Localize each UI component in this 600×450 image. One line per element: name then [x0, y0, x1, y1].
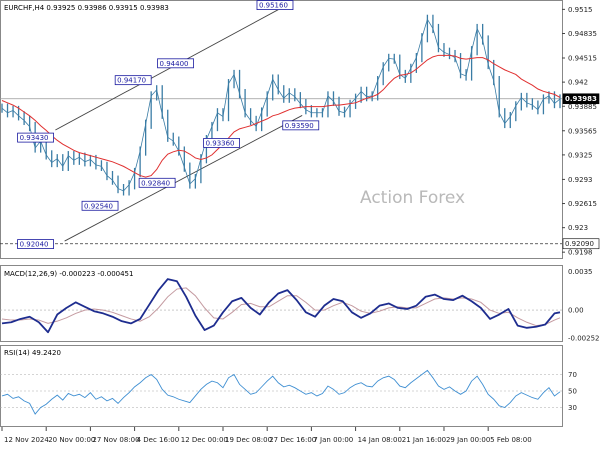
watermark: Action Forex — [360, 188, 465, 208]
level-label-box — [114, 75, 152, 86]
level-label-box — [81, 200, 119, 211]
time-tick-label: 27 Dec 16:00 — [269, 436, 316, 444]
time-tick-label: 14 Jan 08:00 — [358, 436, 402, 444]
channel-line — [64, 115, 303, 242]
level-label-box — [282, 120, 320, 131]
level-label: 0.92840 — [141, 179, 170, 187]
rsi-line — [1, 369, 561, 415]
rsi-tick-label: 50 — [568, 388, 577, 396]
rsi-header: RSI(14) 49.2420 — [4, 349, 61, 357]
time-tick-label: 20 Nov 00:00 — [48, 436, 95, 444]
price-axis: 0.9515 0.94835 0.94515 0.942 0.93885 0.93565 0… — [562, 6, 600, 257]
macd-tick-label: 0.0035 — [568, 268, 593, 276]
level-label-box — [157, 58, 194, 69]
price-tick-label: 0.942 — [568, 79, 588, 87]
rsi-plot — [0, 369, 562, 415]
price-tick-label: 0.94835 — [568, 30, 597, 38]
time-tick-label: 12 Nov 2024 — [4, 436, 49, 444]
axis-price-tag-label: 0.93983 — [565, 95, 597, 103]
macd-tick-label: -0.002521 — [568, 335, 600, 343]
time-tick-label: 4 Dec 16:00 — [137, 436, 180, 444]
level-label: 0.93590 — [285, 122, 314, 130]
time-tick-label: 27 Nov 08:00 — [92, 436, 139, 444]
price-panel — [0, 0, 563, 259]
time-tick-label: 7 Jan 00:00 — [313, 436, 353, 444]
time-tick-label: 19 Dec 08:00 — [225, 436, 272, 444]
axis-price-tag — [562, 93, 600, 105]
macd-line — [1, 278, 561, 334]
rsi-tick-label: 70 — [568, 371, 577, 379]
channel-line — [55, 6, 284, 131]
time-tick-label: 12 Dec 00:00 — [181, 436, 228, 444]
level-label: 0.92540 — [84, 202, 113, 210]
price-tick-label: 0.923 — [568, 224, 588, 232]
macd-plot — [0, 278, 562, 334]
level-label: 0.95160 — [259, 2, 288, 10]
rsi-axis: 70 50 30 — [568, 371, 577, 412]
price-tick-label: 0.94515 — [568, 55, 597, 63]
price-header: EURCHF,H4 0.93925 0.93986 0.93915 0.9398… — [4, 4, 169, 12]
level-label-box — [203, 138, 240, 148]
level-label: 0.94170 — [117, 77, 146, 85]
price-tick-label: 0.92615 — [568, 200, 597, 208]
price-tick-label: 0.9198 — [568, 249, 593, 257]
price-tick-label: 0.9325 — [568, 151, 593, 159]
level-label: 0.92040 — [20, 241, 49, 249]
price-line — [1, 18, 561, 192]
macd-tick-label: 0.00 — [568, 307, 584, 315]
level-label: 0.93360 — [206, 139, 235, 147]
macd-panel — [0, 265, 563, 342]
macd-axis: 0.0035 0.00 -0.002521 — [568, 268, 600, 343]
price-tick-label: 0.93885 — [568, 103, 597, 111]
price-tick-label: 0.9293 — [568, 176, 593, 184]
time-tick-label: 21 Jan 16:00 — [402, 436, 446, 444]
time-tick-label: 29 Jan 00:00 — [446, 436, 490, 444]
level-label-box — [138, 177, 176, 188]
axis-price-tag — [562, 238, 600, 250]
price-tick-label: 0.93565 — [568, 127, 597, 135]
level-label: 0.94400 — [160, 60, 189, 68]
macd-header: MACD(12,26,9) -0.000223 -0.000451 — [4, 270, 133, 278]
price-grid — [0, 98, 562, 245]
rsi-panel — [0, 345, 563, 427]
price-plot: 0.93430 0.94170 0.94400 0.95160 0.92540 0.928… — [1, 0, 561, 249]
price-tick-label: 0.9515 — [568, 6, 593, 14]
time-tick-label: 5 Feb 08:00 — [490, 436, 531, 444]
moving-average-line — [1, 54, 561, 178]
level-label-box — [17, 239, 54, 249]
rsi-tick-label: 30 — [568, 404, 577, 412]
level-label: 0.93430 — [20, 134, 49, 142]
level-label-box — [17, 132, 54, 143]
axis-price-tag-label: 0.92090 — [565, 240, 594, 248]
macd-signal-line — [1, 287, 561, 327]
level-label-box — [256, 0, 294, 10]
